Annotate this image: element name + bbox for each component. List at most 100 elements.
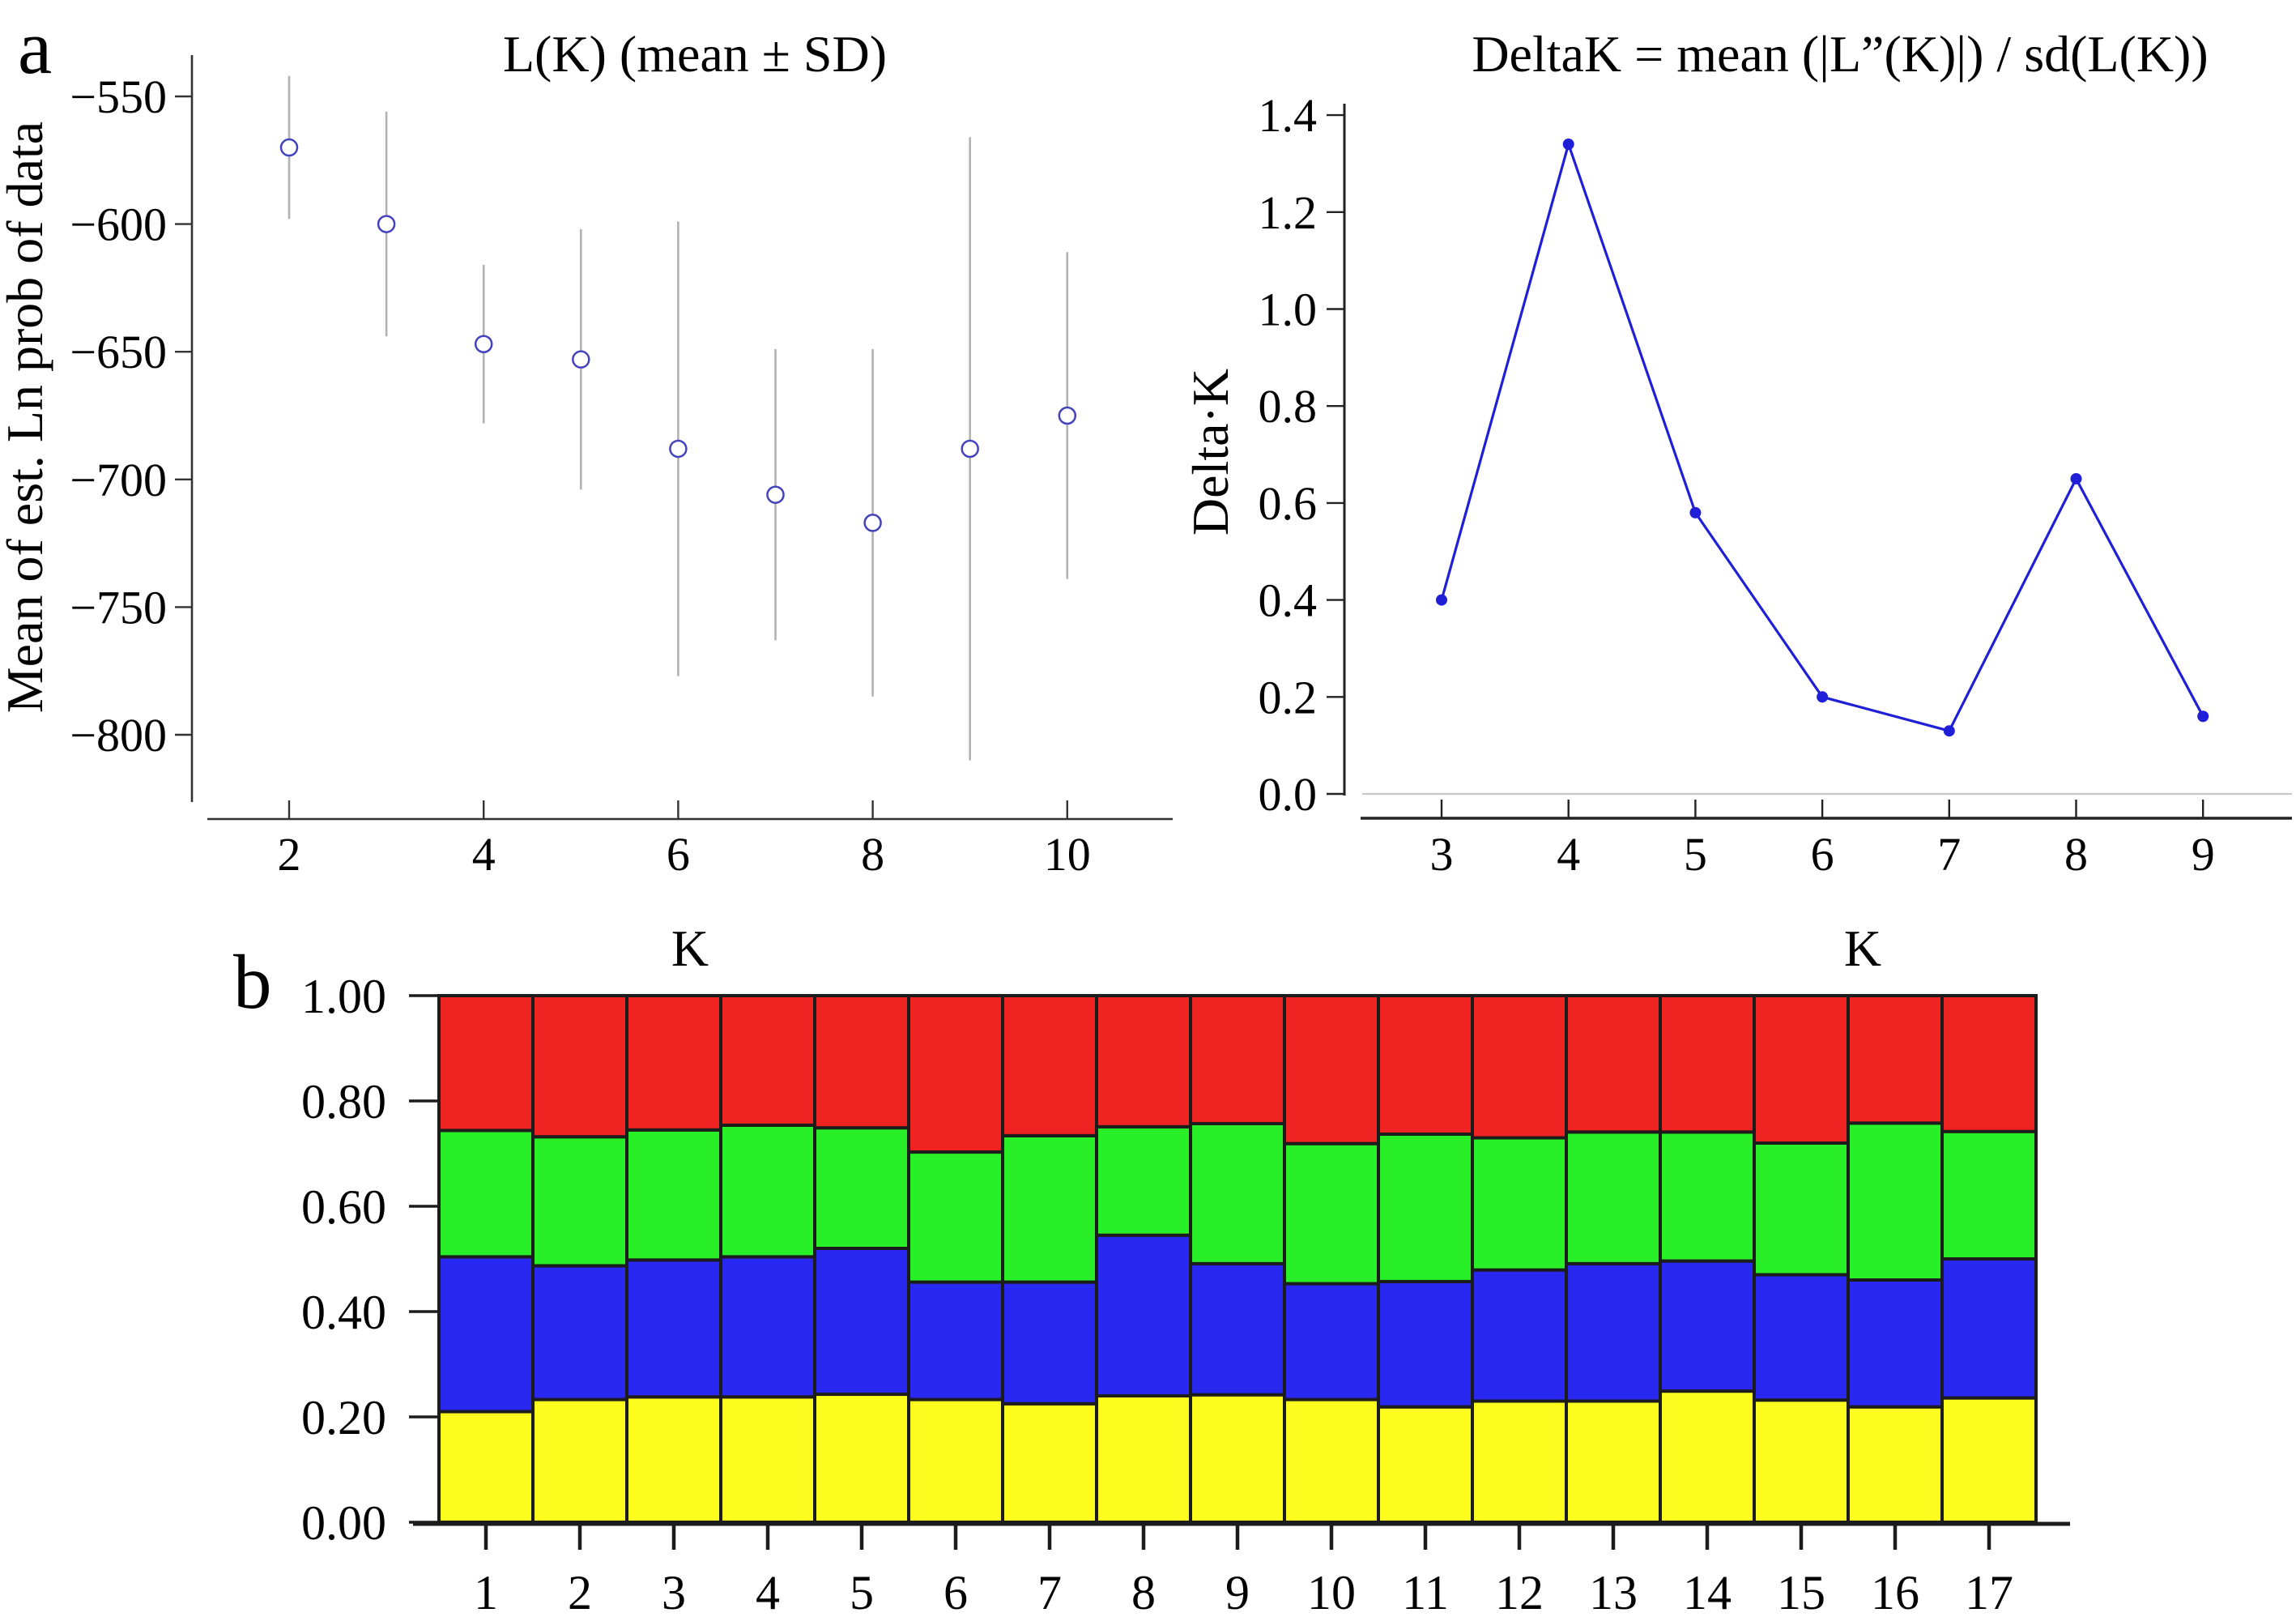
dk-x-tick-label: 9	[2192, 828, 2215, 881]
sb-segment-cluster-blue	[1189, 1261, 1286, 1397]
sb-bars	[437, 994, 2038, 1525]
sb-bar	[1565, 994, 1662, 1524]
dk-point	[1689, 506, 1702, 518]
sb-bar	[1940, 994, 2038, 1524]
lk-title: L(K) (mean ± SD)	[503, 25, 887, 83]
sb-segment-cluster-red	[1283, 994, 1380, 1146]
dk-ylabel: Delta·K	[1182, 369, 1239, 535]
sb-segment-cluster-red	[719, 994, 816, 1127]
sb-bar	[1659, 994, 1756, 1525]
dk-point	[1436, 594, 1447, 606]
sb-x-tick-label: 10	[1307, 1566, 1356, 1617]
sb-y-tick-label: 1.00	[301, 970, 386, 1023]
lk-x-tick-label: 10	[1044, 828, 1091, 881]
lk-mean-point	[863, 514, 882, 532]
dk-x-tick-label: 4	[1557, 828, 1580, 881]
sb-segment-cluster-green	[1753, 1141, 1850, 1277]
sb-bar	[1377, 994, 1474, 1525]
dk-series	[1436, 139, 2209, 737]
sb-segment-cluster-green	[1565, 1130, 1662, 1265]
sb-bar	[1283, 994, 1380, 1525]
lk-x-tick-label: 2	[278, 828, 301, 881]
sb-bar	[719, 994, 816, 1525]
sb-y-tick-label: 0.20	[301, 1391, 386, 1444]
sb-bar	[437, 994, 535, 1524]
sb-x-tick-label: 11	[1402, 1566, 1449, 1617]
lk-ylabel: Mean of est. Ln prob of data	[0, 122, 53, 713]
sb-segment-cluster-blue	[719, 1255, 816, 1399]
sb-segment-cluster-red	[1001, 994, 1098, 1137]
dk-point	[1943, 725, 1955, 737]
sb-segment-cluster-green	[1095, 1124, 1192, 1237]
sb-segment-cluster-green	[625, 1128, 722, 1262]
dk-y-tick-label: 0.8	[1259, 380, 1318, 433]
lk-mean-point	[474, 335, 493, 353]
sb-y-tick-label: 0.00	[301, 1496, 386, 1550]
sb-segment-cluster-red	[1095, 994, 1192, 1128]
lk-mean-point	[961, 439, 979, 459]
dk-line	[1440, 143, 2204, 732]
sb-x-tick-label: 14	[1683, 1566, 1732, 1617]
sb-segment-cluster-blue	[1283, 1282, 1380, 1402]
sb-segment-cluster-red	[1565, 994, 1662, 1134]
sb-segment-cluster-yellow	[1753, 1398, 1850, 1524]
sb-segment-cluster-blue	[907, 1280, 1004, 1402]
sb-segment-cluster-green	[1377, 1132, 1474, 1283]
dk-y-tick-label: 0.0	[1259, 768, 1318, 821]
sb-segment-cluster-red	[437, 994, 535, 1133]
sb-segment-cluster-yellow	[1565, 1399, 1662, 1524]
sb-y-tick-label: 0.80	[301, 1075, 386, 1128]
sb-segment-cluster-blue	[1377, 1279, 1474, 1409]
sb-bar	[531, 994, 628, 1525]
sb-bar	[1753, 994, 1850, 1524]
sb-segment-cluster-yellow	[437, 1410, 535, 1524]
sb-segment-cluster-green	[719, 1123, 816, 1259]
sb-bar	[907, 994, 1004, 1525]
sb-bar	[1471, 994, 1568, 1524]
lk-y-tick-label: −600	[70, 198, 167, 251]
sb-segment-cluster-red	[1847, 994, 1944, 1125]
sb-segment-cluster-blue	[1471, 1268, 1568, 1403]
sb-segment-cluster-yellow	[907, 1397, 1004, 1525]
sb-segment-cluster-green	[1659, 1130, 1756, 1263]
lk-plot: L(K) (mean ± SD) Mean of est. Ln prob of…	[0, 25, 1173, 977]
dk-point	[1562, 139, 1574, 151]
sb-segment-cluster-green	[1189, 1121, 1286, 1265]
sb-segment-cluster-green	[813, 1126, 910, 1251]
sb-x-tick-label: 2	[568, 1566, 592, 1617]
sb-segment-cluster-blue	[1565, 1261, 1662, 1403]
sb-segment-cluster-red	[1753, 994, 1850, 1145]
sb-segment-cluster-yellow	[1095, 1394, 1192, 1524]
dk-x-tick-label: 3	[1430, 828, 1454, 881]
sb-segment-cluster-yellow	[625, 1395, 722, 1525]
lk-y-tick-label: −650	[70, 326, 167, 378]
dk-y-tick-label: 0.6	[1259, 477, 1318, 530]
sb-segment-cluster-red	[1189, 994, 1286, 1125]
dk-y-tick-label: 1.0	[1259, 284, 1318, 336]
sb-bar	[813, 994, 910, 1525]
sb-segment-cluster-yellow	[1283, 1397, 1380, 1525]
sb-x-tick-label: 16	[1871, 1566, 1919, 1617]
lk-y-tick-label: −700	[70, 454, 167, 506]
lk-x-tick-label: 6	[667, 828, 690, 881]
dk-y-tick-label: 0.4	[1259, 574, 1318, 627]
sb-axes: 0.000.200.400.600.801.001 2 3 4 5 6 7 8 9 10 11 12 1…	[301, 970, 2070, 1617]
sb-y-tick-label: 0.40	[301, 1286, 386, 1339]
sb-segment-cluster-blue	[1753, 1273, 1850, 1402]
lk-mean-point	[766, 485, 785, 504]
sb-bar	[1095, 994, 1192, 1524]
sb-segment-cluster-red	[813, 994, 910, 1130]
dk-x-tick-label: 5	[1684, 828, 1707, 881]
sb-segment-cluster-green	[1847, 1121, 1944, 1282]
sb-segment-cluster-yellow	[813, 1393, 910, 1525]
sb-segment-cluster-yellow	[1471, 1399, 1568, 1524]
sb-x-tick-label: 17	[1965, 1566, 2013, 1617]
dk-y-tick-label: 1.2	[1259, 186, 1318, 239]
sb-segment-cluster-green	[1940, 1129, 2038, 1261]
sb-x-tick-label: 7	[1037, 1566, 1062, 1617]
sb-y-tick-label: 0.60	[301, 1180, 386, 1234]
lk-points	[279, 75, 1077, 761]
sb-segment-cluster-green	[531, 1135, 628, 1268]
lk-x-tick-label: 8	[861, 828, 884, 881]
